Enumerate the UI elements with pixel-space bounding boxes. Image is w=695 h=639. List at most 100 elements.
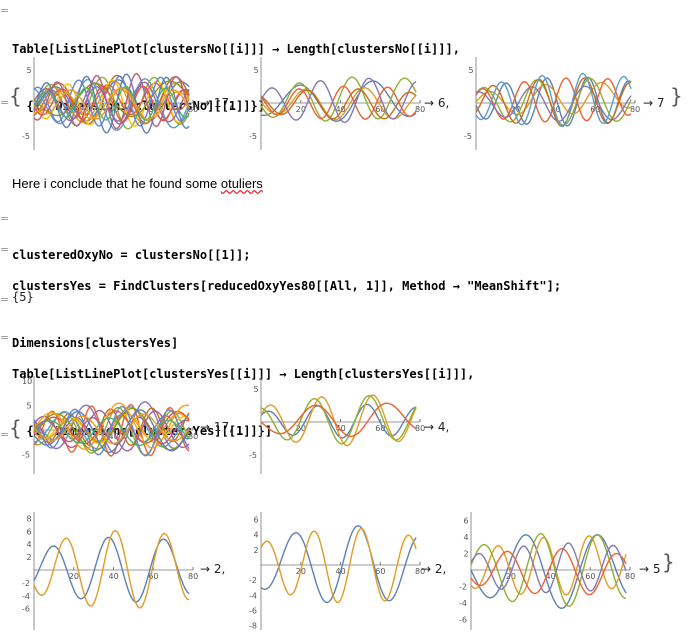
series-line [33,87,190,121]
length-label-6: → 2, [200,562,226,576]
x-tick-label: 40 [109,572,119,581]
x-tick-label: 80 [625,572,635,581]
series-line [33,402,190,451]
cell-bracket-in3[interactable]: = [0,243,10,256]
y-tick-label: 5 [469,66,474,75]
y-tick-label: -5 [22,451,30,460]
series-line [470,547,627,596]
y-tick-label: -5 [464,132,472,141]
series-line [33,72,190,130]
cell-bracket-out4[interactable]: = [0,428,10,441]
open-brace: { [9,84,22,108]
plot-clusters-no-3: 20 40 60 805-5 [464,57,640,150]
series-line [33,79,190,122]
series-line [470,532,627,607]
x-tick-label: 80 [188,572,198,581]
length-label-5: → 4, [424,420,450,434]
cell-bracket-out1[interactable]: = [0,96,10,109]
x-tick-label: 80 [415,424,425,433]
x-tick-label: 60 [375,567,385,576]
y-tick-label: 4 [464,533,469,542]
plot-clusters-yes-5: 20 40 60 80 6 4 2 -2 -4 -6 [459,512,635,630]
x-tick-label: 60 [148,572,158,581]
cell-bracket-in4[interactable]: = [0,331,10,344]
y-tick-label: -5 [249,132,257,141]
series-line [33,88,190,121]
y-tick-label: 2 [254,546,259,555]
close-brace: } [670,84,683,108]
misspelled-word: otuliers [220,176,263,191]
series-line [260,76,417,122]
cell-bracket-in1[interactable]: = [0,4,10,17]
y-tick-label: 4 [254,531,259,540]
y-tick-label: 8 [27,514,32,523]
plot-clusters-no-1: 20 40 60 805-5 [22,57,198,150]
y-tick-label: -6 [249,606,257,615]
y-tick-label: -2 [22,579,30,588]
series-line [33,407,190,452]
code-input-3[interactable]: clustersYes = FindClusters[reducedOxyYes… [12,239,561,372]
y-tick-label: 2 [27,553,32,562]
series-line [260,77,417,124]
close-brace: } [662,550,675,574]
note-prefix: Here i conclude that he found some [12,176,221,191]
code-line: Table[ListLinePlot[clustersNo[[i]]] → Le… [12,42,460,56]
y-tick-label: 6 [254,516,259,525]
series-line [33,85,190,121]
x-tick-label: 40 [109,432,119,441]
series-line [475,85,632,123]
x-tick-label: 20 [506,572,516,581]
series-line [260,527,417,604]
code-line: clustersYes = FindClusters[reducedOxyYes… [12,279,562,293]
y-tick-label: -8 [249,622,257,631]
cell-bracket-out3[interactable]: = [0,293,10,306]
y-tick-label: -4 [22,592,30,601]
x-tick-label: 60 [585,572,595,581]
y-tick-label: 5 [27,66,32,75]
series-line [475,76,632,127]
x-tick-label: 80 [188,105,198,114]
y-tick-label: 6 [464,516,469,525]
x-tick-label: 40 [551,105,561,114]
y-tick-label: -4 [249,591,257,600]
open-brace: { [9,416,22,440]
x-tick-label: 60 [375,424,385,433]
series-line [260,85,417,120]
y-tick-label: -2 [249,576,257,585]
code-input-2[interactable]: clusteredOxyNo = clustersNo[[1]]; [12,208,250,284]
y-tick-label: 5 [254,66,259,75]
y-tick-label: -6 [22,605,30,614]
x-tick-label: 80 [415,567,425,576]
series-line [33,73,190,135]
x-tick-label: 20 [296,105,306,114]
x-tick-label: 40 [336,424,346,433]
cell-bracket-in2[interactable]: = [0,212,10,225]
series-line [475,81,632,116]
series-line [470,542,627,594]
x-tick-label: 80 [188,432,198,441]
series-line [260,524,417,604]
series-line [33,536,190,603]
code-line: Table[ListLinePlot[clustersYes[[i]]] → L… [12,367,475,381]
x-tick-label: 80 [415,105,425,114]
y-tick-label: 10 [22,377,32,386]
y-tick-label: 2 [464,549,469,558]
plot-clusters-no-2: 20 40 60 80 5 -5 [249,57,425,150]
y-tick-label: -6 [459,616,467,625]
y-tick-label: 5 [254,385,259,394]
note-text: Here i conclude that he found some otuli… [12,176,263,191]
y-tick-label: 5 [27,401,32,410]
plot-clusters-yes-2: 20 40 60 805-5 [249,376,425,474]
x-tick-label: 80 [630,105,640,114]
length-label-8: → 5 [639,562,661,576]
series-line [33,409,190,454]
length-label-7: → 2, [421,562,447,576]
series-line [475,72,632,128]
series-line [33,410,190,445]
y-tick-label: 4 [27,540,32,549]
y-tick-label: -4 [459,599,467,608]
code-line: Dimensions[clustersYes] [12,336,179,350]
series-line [33,529,190,609]
series-line [260,402,417,437]
